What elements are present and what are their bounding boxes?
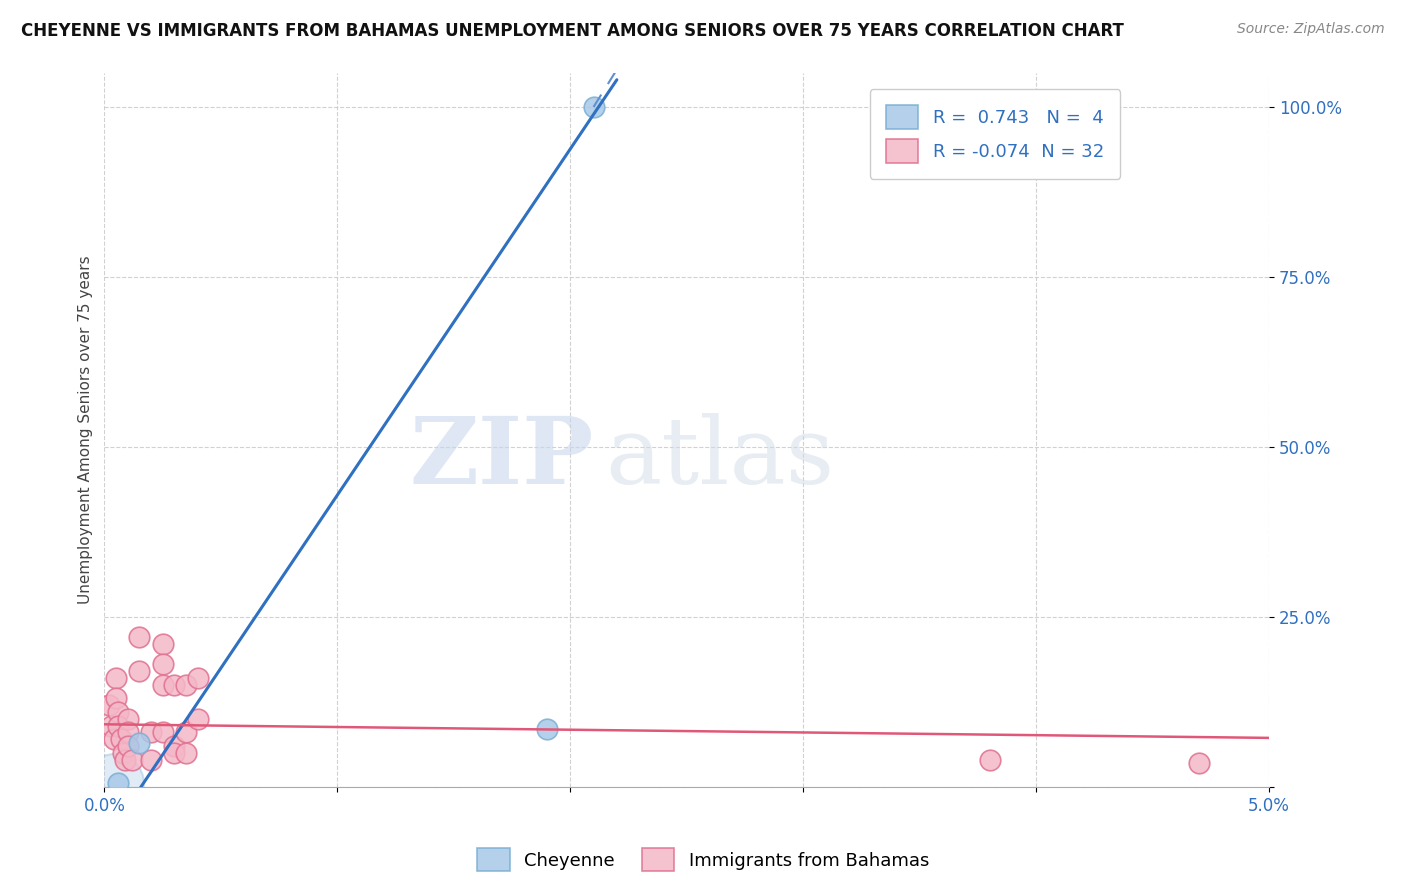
Text: atlas: atlas — [605, 414, 834, 503]
Point — [163, 739, 186, 753]
Point — [152, 637, 174, 651]
Point — [152, 678, 174, 692]
Point — [152, 725, 174, 739]
Point — [1188, 756, 1211, 770]
Point — [152, 657, 174, 672]
Point — [98, 698, 121, 713]
Y-axis label: Unemployment Among Seniors over 75 years: Unemployment Among Seniors over 75 years — [79, 256, 93, 604]
Point — [121, 753, 143, 767]
Point — [582, 100, 605, 114]
Point — [117, 712, 139, 726]
Point — [103, 776, 125, 790]
Point — [105, 691, 128, 706]
Point — [187, 671, 209, 685]
Point — [536, 722, 558, 736]
Point — [103, 732, 125, 747]
Legend: Cheyenne, Immigrants from Bahamas: Cheyenne, Immigrants from Bahamas — [470, 841, 936, 879]
Point — [128, 665, 150, 679]
Point — [105, 671, 128, 685]
Point — [139, 753, 162, 767]
Point — [128, 736, 150, 750]
Point — [110, 732, 132, 747]
Point — [107, 705, 129, 719]
Point — [174, 678, 197, 692]
Text: CHEYENNE VS IMMIGRANTS FROM BAHAMAS UNEMPLOYMENT AMONG SENIORS OVER 75 YEARS COR: CHEYENNE VS IMMIGRANTS FROM BAHAMAS UNEM… — [21, 22, 1123, 40]
Point — [107, 776, 129, 790]
Point — [128, 630, 150, 644]
Point — [163, 746, 186, 760]
Point — [163, 678, 186, 692]
Point — [174, 725, 197, 739]
Point — [187, 712, 209, 726]
Point — [174, 746, 197, 760]
Point — [100, 719, 122, 733]
Legend: R =  0.743   N =  4, R = -0.074  N = 32: R = 0.743 N = 4, R = -0.074 N = 32 — [869, 89, 1121, 179]
Point — [111, 746, 134, 760]
Point — [114, 753, 136, 767]
Point — [139, 725, 162, 739]
Point — [117, 725, 139, 739]
Point — [107, 719, 129, 733]
Point — [979, 753, 1001, 767]
Text: ZIP: ZIP — [409, 414, 593, 503]
Text: Source: ZipAtlas.com: Source: ZipAtlas.com — [1237, 22, 1385, 37]
Point — [117, 739, 139, 753]
